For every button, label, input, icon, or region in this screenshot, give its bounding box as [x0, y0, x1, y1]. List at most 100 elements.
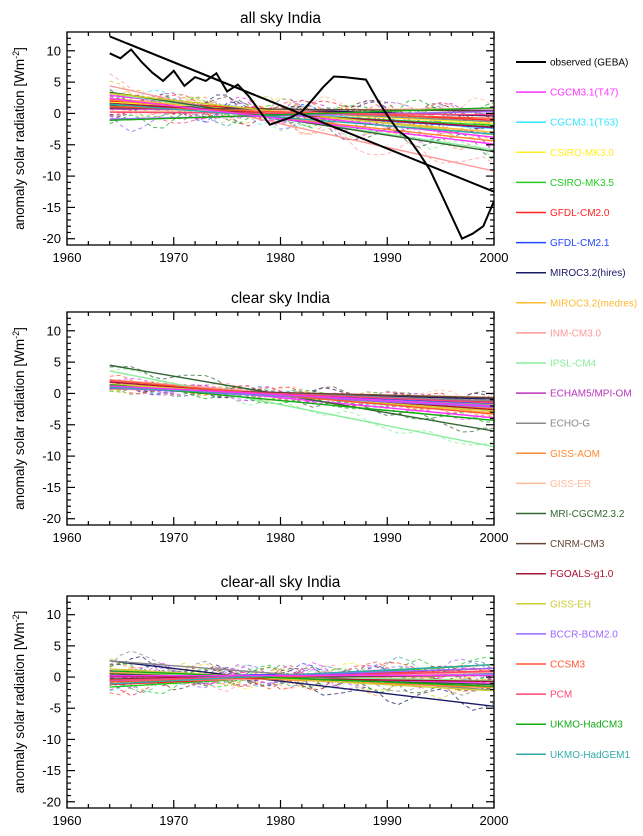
x-tick-label: 1990 — [373, 813, 402, 828]
legend-label: ECHO-G — [550, 419, 590, 430]
y-tick-label: 5 — [54, 638, 61, 653]
model-series-dashed — [109, 99, 494, 129]
x-tick-label: 1970 — [159, 813, 188, 828]
y-axis-label: anomaly solar radiation [Wm-2] — [11, 47, 27, 230]
legend-item: GISS-ER — [516, 479, 591, 490]
legend-item: CNRM-CM3 — [516, 539, 605, 550]
legend-label: IPSL-CM4 — [550, 359, 597, 370]
legend-item: INM-CM3.0 — [516, 328, 602, 339]
plot-frame — [66, 31, 495, 246]
legend-label: GISS-EH — [550, 599, 591, 610]
legend: observed (GEBA) CGCM3.1(T47) CGCM3.1(T63) C… — [516, 58, 637, 761]
y-tick-label: 10 — [47, 323, 61, 338]
model-series-dashed — [109, 95, 494, 126]
chart-panel-3: clear-all sky India anomaly solar radiati… — [11, 574, 508, 828]
legend-item: GFDL-CM2.0 — [516, 208, 610, 219]
x-tick-label: 2000 — [480, 250, 509, 265]
x-tick-label: 1990 — [373, 530, 402, 545]
y-tick-label: -20 — [42, 794, 61, 809]
legend-label: CCSM3 — [550, 660, 585, 671]
model-trend-line — [109, 385, 494, 407]
y-tick-label: -15 — [42, 200, 61, 215]
legend-label: CGCM3.1(T47) — [550, 88, 618, 99]
legend-item: GISS-AOM — [516, 449, 600, 460]
series-group — [109, 364, 494, 448]
series-group — [109, 35, 494, 241]
legend-label: MIROC3.2(hires) — [550, 268, 626, 279]
legend-label: INM-CM3.0 — [550, 328, 602, 339]
legend-label: FGOALS-g1.0 — [550, 569, 614, 580]
chart-panel-1: all sky India anomaly solar radiation [Wm… — [11, 10, 508, 265]
legend-item: GFDL-CM2.1 — [516, 238, 610, 249]
y-tick-label: 5 — [54, 355, 61, 370]
model-trend-line — [109, 370, 494, 448]
legend-item: IPSL-CM4 — [516, 359, 597, 370]
y-tick-label: 0 — [54, 386, 61, 401]
x-tick-label: 1960 — [53, 530, 82, 545]
model-trend-line — [109, 379, 494, 415]
chart-title: all sky India — [240, 10, 321, 27]
model-series-dashed — [109, 99, 494, 126]
legend-label: CSIRO-MK3.0 — [550, 148, 614, 159]
y-tick-label: -15 — [42, 763, 61, 778]
model-series-dashed — [109, 92, 494, 152]
y-tick-label: -10 — [42, 169, 61, 184]
legend-item: FGOALS-g1.0 — [516, 569, 614, 580]
legend-label: MIROC3.2(medres) — [550, 298, 637, 309]
plot-frame — [66, 311, 495, 526]
legend-item: CGCM3.1(T47) — [516, 88, 618, 99]
model-trend-line — [109, 103, 494, 135]
x-tick-label: 1970 — [159, 530, 188, 545]
y-tick-label: -5 — [49, 417, 61, 432]
legend-item: UKMO-HadGEM1 — [516, 750, 630, 761]
model-trend-line — [109, 668, 494, 692]
chart-panel-2: clear sky India anomaly solar radiation [… — [11, 290, 508, 545]
legend-item: MRI-CGCM2.3.2 — [516, 509, 625, 520]
legend-label: UKMO-HadGEM1 — [550, 750, 630, 761]
legend-item: UKMO-HadCM3 — [516, 720, 623, 731]
x-tick-label: 2000 — [480, 813, 509, 828]
model-series-dashed — [109, 95, 494, 141]
x-tick-label: 1980 — [266, 813, 295, 828]
x-tick-label: 1960 — [53, 813, 82, 828]
legend-item: ECHO-G — [516, 419, 590, 430]
x-tick-label: 1960 — [53, 250, 82, 265]
y-axis-label: anomaly solar radiation [Wm-2] — [11, 327, 27, 510]
legend-label: CSIRO-MK3.5 — [550, 178, 614, 189]
plot-frame — [66, 595, 495, 809]
y-tick-label: 10 — [47, 607, 61, 622]
legend-label: ECHAM5/MPI-OM — [550, 389, 632, 400]
y-tick-label: 0 — [54, 670, 61, 685]
model-trend-line — [109, 670, 494, 688]
legend-item: MIROC3.2(hires) — [516, 268, 626, 279]
chart-title: clear sky India — [231, 290, 330, 307]
x-tick-label: 1990 — [373, 250, 402, 265]
observed-trend-line — [109, 35, 494, 193]
model-series-dashed — [109, 91, 494, 160]
x-tick-label: 1980 — [266, 530, 295, 545]
y-tick-label: 5 — [54, 75, 61, 90]
model-trend-line — [109, 660, 494, 708]
model-trend-line — [109, 663, 494, 685]
legend-label: BCCR-BCM2.0 — [550, 629, 618, 640]
legend-label: CGCM3.1(T63) — [550, 118, 618, 129]
legend-item: CSIRO-MK3.0 — [516, 148, 614, 159]
y-tick-label: -5 — [49, 701, 61, 716]
y-tick-label: -5 — [49, 137, 61, 152]
y-tick-label: -20 — [42, 231, 61, 246]
observed-series — [109, 48, 494, 241]
model-series-dashed — [109, 662, 494, 689]
y-tick-label: 0 — [54, 106, 61, 121]
legend-item: CSIRO-MK3.5 — [516, 178, 614, 189]
model-series-dashed — [109, 368, 494, 446]
legend-label: CNRM-CM3 — [550, 539, 605, 550]
legend-item: GISS-EH — [516, 599, 591, 610]
model-trend-line — [109, 97, 494, 145]
model-trend-line — [109, 674, 494, 677]
legend-item: PCM — [516, 690, 572, 701]
series-group — [109, 650, 494, 711]
model-series-dashed — [109, 658, 494, 700]
legend-item: observed (GEBA) — [516, 58, 628, 69]
legend-item: ECHAM5/MPI-OM — [516, 389, 632, 400]
